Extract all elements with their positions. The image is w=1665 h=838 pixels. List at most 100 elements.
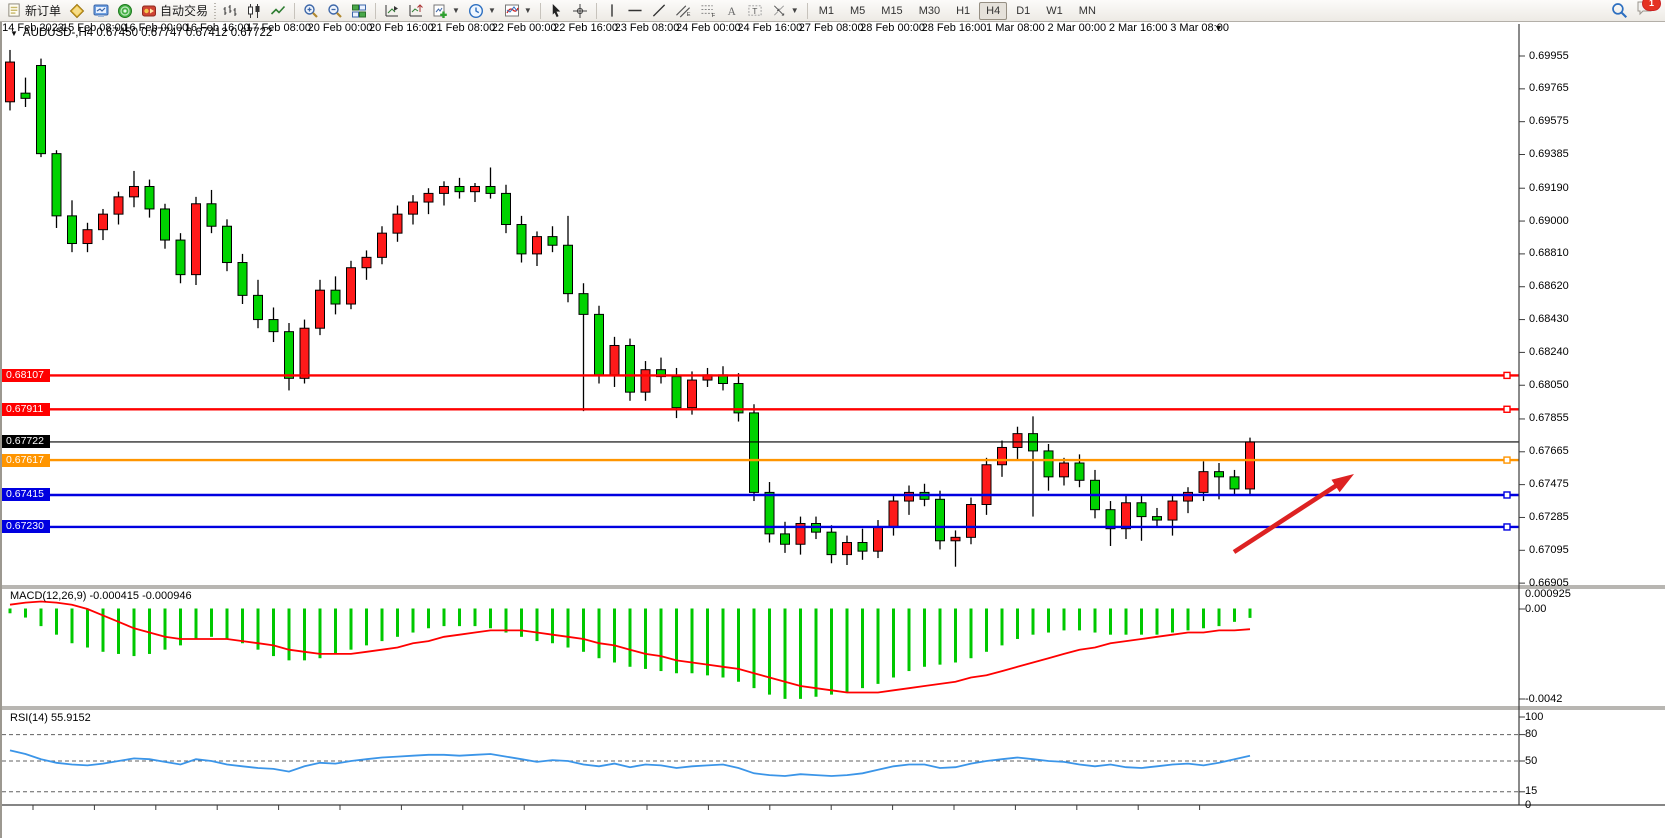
navigator-button[interactable] (113, 1, 137, 21)
svg-text:T: T (752, 6, 757, 16)
notifications-button[interactable]: 1 (1636, 0, 1661, 21)
timeframe-button-mn[interactable]: MN (1078, 4, 1096, 17)
chart-shift-marker[interactable]: ▼ (1214, 23, 1223, 33)
horizontal-line-button[interactable] (623, 1, 647, 21)
candle-bull (687, 379, 697, 409)
symbol-dropdown-icon[interactable]: ▼ (10, 28, 18, 38)
bar-chart-button[interactable] (218, 1, 242, 21)
annotation-arrow-head[interactable] (1331, 474, 1354, 493)
candle-bear (253, 294, 263, 321)
line-chart-icon (270, 5, 286, 15)
toolbar-separator (375, 2, 377, 19)
candle-bear (563, 244, 573, 295)
time-axis-label: 17 Feb 08:00 (246, 22, 312, 34)
tile-windows-button[interactable] (347, 1, 371, 21)
charts-button[interactable] (65, 1, 89, 21)
candle-bull (981, 464, 992, 505)
hline-marker[interactable] (1503, 371, 1511, 380)
indicators-button[interactable]: ▼ (500, 1, 536, 21)
price-badge-0.67617: 0.67617 (2, 453, 50, 467)
chart-window[interactable]: ▼ AUDUSD-,H4 0.67450 0.67747 0.67412 0.6… (0, 22, 1665, 838)
hline-marker[interactable] (1503, 405, 1511, 413)
candle-bull (950, 536, 961, 542)
crosshair-button[interactable] (568, 1, 592, 21)
time-axis-label: 2 Mar 16:00 (1108, 22, 1168, 34)
cursor-button[interactable] (545, 1, 568, 21)
market-watch-button[interactable] (89, 1, 113, 21)
timeframe-button-w1[interactable]: W1 (1046, 4, 1063, 17)
svg-text:F: F (712, 13, 716, 18)
zoom-out-button[interactable] (323, 1, 347, 21)
candlestick-chart-button[interactable] (242, 1, 266, 21)
new-order-button[interactable]: 新订单 (3, 1, 65, 21)
candle-bear (284, 331, 294, 379)
candle-bull (408, 201, 418, 215)
candle-bull (392, 213, 403, 234)
candle-bear (485, 185, 496, 194)
toolbar-separator (806, 2, 808, 19)
hline-marker[interactable] (1503, 523, 1511, 531)
hline-marker[interactable] (1503, 456, 1511, 464)
price-tick-label: 0.69000 (1529, 214, 1569, 227)
candle-bull (423, 192, 434, 203)
candle-bear (51, 153, 62, 217)
chart-shift-button[interactable] (404, 1, 428, 21)
vertical-line-button[interactable] (601, 1, 623, 21)
rsi-line (9, 749, 1251, 777)
timeframe-button-m15[interactable]: M15 (881, 4, 903, 17)
toolbar-separator (595, 2, 597, 19)
search-icon[interactable] (1611, 2, 1628, 19)
candle-bear (935, 498, 945, 542)
auto-scroll-icon (385, 4, 399, 16)
text-label-icon: T (748, 5, 762, 16)
chart-plot[interactable] (2, 22, 1665, 838)
arrows-objects-button[interactable]: ▼ (767, 1, 803, 21)
auto-scroll-button[interactable] (380, 1, 404, 21)
macd-signal-line (9, 600, 1251, 694)
candle-bull (361, 256, 372, 269)
auto-trading-button[interactable]: 自动交易 (137, 1, 212, 21)
timeframe-button-d1[interactable]: D1 (1016, 4, 1031, 17)
line-chart-button[interactable] (266, 1, 290, 21)
price-tick-label: 0.68620 (1529, 280, 1569, 293)
period-button[interactable]: ▼ (464, 1, 500, 21)
candle-bull (439, 185, 449, 194)
time-axis-label: 20 Feb 00:00 (307, 22, 373, 34)
candle-bull (640, 369, 651, 393)
candle-bear (454, 185, 465, 193)
candle-bear (175, 239, 186, 276)
text-label-button[interactable]: T (743, 1, 767, 21)
equidistant-channel-button[interactable]: E (671, 1, 696, 21)
time-axis-label: 1 Mar 08:00 (986, 22, 1045, 34)
price-tick-label: 0.67285 (1529, 510, 1569, 523)
candle-bear (1152, 516, 1162, 521)
text-button[interactable]: A (721, 1, 743, 21)
auto-trading-label: 自动交易 (160, 4, 209, 18)
candle-bear (780, 533, 790, 545)
macd-zero-label: 0.00 (1525, 602, 1547, 615)
fibonacci-button[interactable]: F (696, 1, 721, 21)
annotation-arrow-shaft[interactable] (1232, 481, 1341, 554)
timeframe-button-m5[interactable]: M5 (850, 4, 866, 17)
timeframe-button-h4[interactable]: H4 (979, 1, 1008, 20)
candle-bear (160, 208, 170, 241)
candle-bull (609, 344, 620, 376)
candle-bear (20, 92, 31, 99)
candle-bull (1198, 471, 1209, 493)
timeframe-button-h1[interactable]: H1 (956, 4, 971, 17)
candle-bull (315, 289, 325, 329)
indicators-icon (504, 4, 519, 16)
rsi-tick-label: 80 (1525, 728, 1538, 741)
candle-bear (1043, 450, 1054, 478)
time-axis-label: 21 Feb 08:00 (430, 22, 496, 34)
svg-text:E: E (687, 12, 691, 18)
horizontal-line-icon (628, 9, 642, 12)
timeframe-button-m30[interactable]: M30 (918, 4, 941, 17)
new-chart-button[interactable]: ▼ (428, 1, 464, 21)
zoom-in-button[interactable] (299, 1, 323, 21)
hline-marker[interactable] (1503, 491, 1511, 499)
time-axis-label: 3 Mar 08:00 (1170, 22, 1229, 34)
trendline-button[interactable] (647, 1, 671, 21)
timeframe-button-m1[interactable]: M1 (818, 4, 834, 17)
notification-badge: 1 (1642, 0, 1661, 11)
